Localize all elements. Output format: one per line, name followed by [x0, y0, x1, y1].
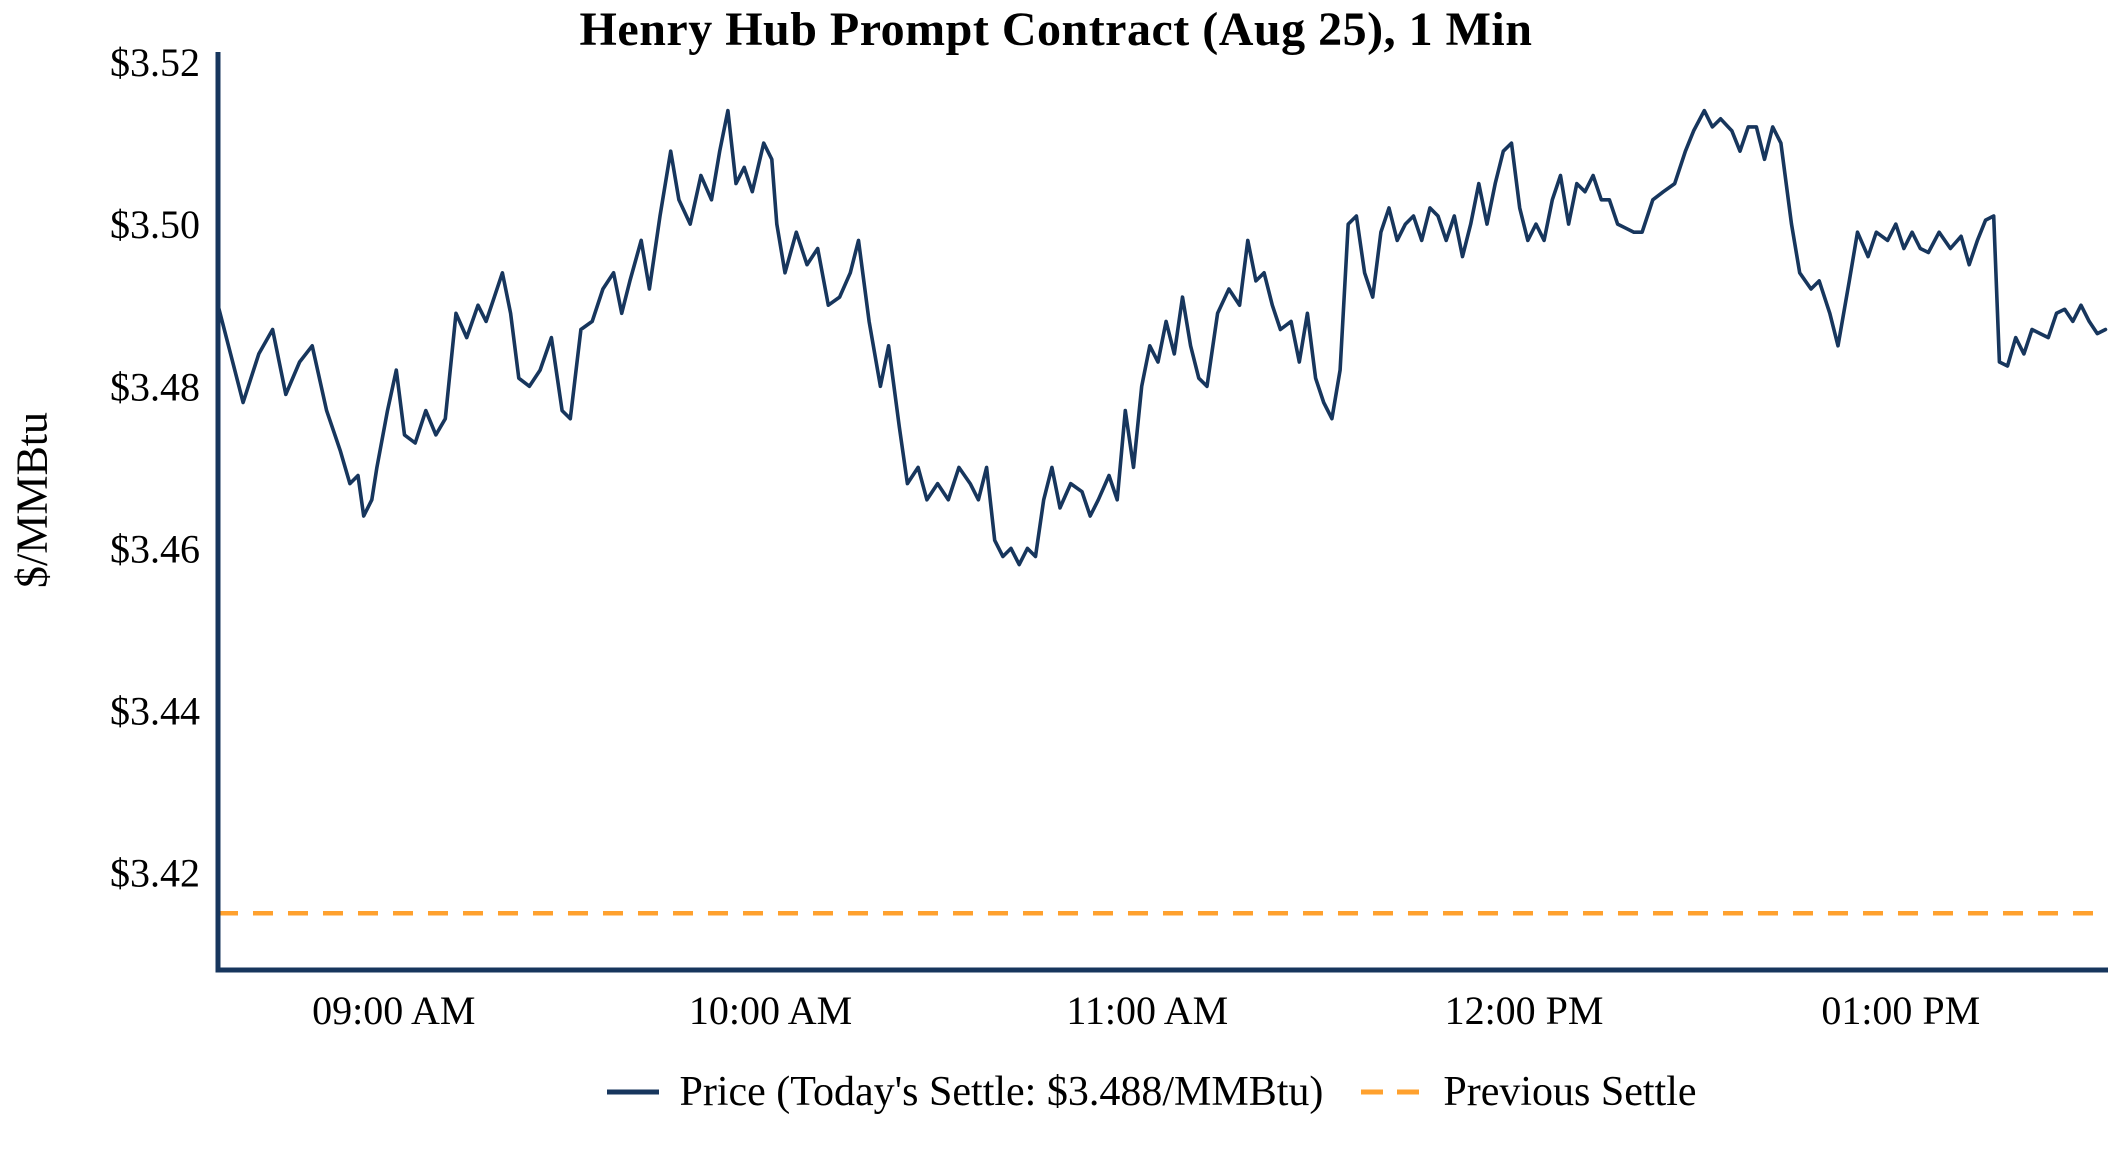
legend-item-previous-settle: Previous Settle: [1359, 1068, 1697, 1116]
previous-settle-line-sample-icon: [1361, 1089, 1424, 1095]
y-tick-label: $3.46: [110, 526, 200, 571]
price-line: [216, 108, 2108, 567]
x-tick-label: 11:00 AM: [1066, 988, 1228, 1033]
price-line-sample-icon: [607, 1089, 660, 1095]
y-tick-label: $3.42: [110, 851, 200, 896]
x-tick-label: 01:00 PM: [1821, 988, 1980, 1033]
legend-label-price: Price (Today's Settle: $3.488/MMBtu): [679, 1069, 1324, 1115]
chart-title: Henry Hub Prompt Contract (Aug 25), 1 Mi…: [579, 3, 1533, 56]
legend: Price (Today's Settle: $3.488/MMBtu) Pre…: [95, 1068, 2112, 1116]
y-tick-label: $3.48: [110, 364, 200, 409]
x-tick-label: 09:00 AM: [312, 988, 475, 1033]
x-tick-label: 10:00 AM: [689, 988, 852, 1033]
legend-item-price: Price (Today's Settle: $3.488/MMBtu): [605, 1068, 1323, 1116]
y-tick-label: $3.52: [110, 40, 200, 85]
y-tick-label: $3.44: [110, 689, 200, 734]
y-tick-label: $3.50: [110, 202, 200, 247]
legend-label-previous-settle: Previous Settle: [1443, 1069, 1697, 1115]
plot-canvas: $3.42 $3.44 $3.46 $3.48 $3.50 $3.52 09:00 AM 10…: [110, 40, 2108, 1033]
x-tick-label: 12:00 PM: [1445, 988, 1604, 1033]
